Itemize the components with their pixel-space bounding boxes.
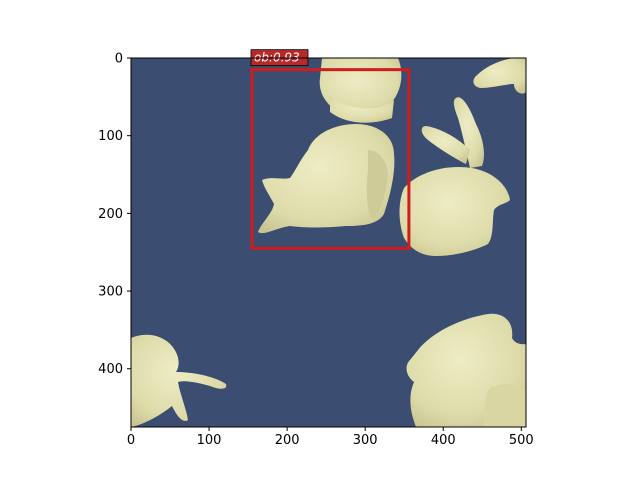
bunny-shape: [319, 58, 402, 123]
bunny-shape: [258, 124, 395, 234]
bunny-shape: [399, 97, 510, 256]
axes-frame: [130, 57, 527, 428]
y-tick-label: 400: [98, 362, 123, 377]
x-tick-label: 100: [197, 433, 222, 448]
y-tick-label: 200: [98, 207, 123, 222]
y-tick-label: 300: [98, 285, 123, 300]
y-axis: 0 100 200 300 400: [98, 52, 131, 377]
bunny-shape: [406, 313, 526, 427]
x-tick-label: 200: [275, 433, 300, 448]
x-tick-label: 0: [127, 433, 135, 448]
bunny-shape: [131, 334, 227, 427]
x-tick-label: 400: [431, 433, 456, 448]
y-tick-label: 0: [115, 52, 123, 67]
x-tick-label: 500: [509, 433, 534, 448]
image-panel: [131, 58, 526, 427]
y-tick-label: 100: [98, 129, 123, 144]
x-axis: 0 100 200 300 400 500: [127, 427, 534, 448]
detection-box: [250, 68, 411, 250]
bunny-shape: [473, 58, 526, 94]
x-tick-label: 300: [353, 433, 378, 448]
